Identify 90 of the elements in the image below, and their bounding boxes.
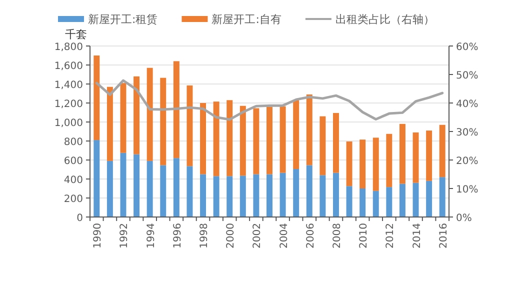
x-tick-label: 2014	[412, 223, 423, 248]
x-tick-label: 2002	[252, 223, 264, 248]
bar	[160, 165, 166, 217]
legend-label: 新屋开工:租赁	[88, 13, 158, 26]
bar	[320, 175, 326, 217]
bar	[412, 182, 419, 217]
x-tick-label: 1996	[172, 223, 184, 248]
bar	[372, 190, 379, 217]
bar	[213, 102, 220, 176]
bar	[360, 140, 366, 188]
x-tick-label: 2000	[226, 223, 237, 248]
bar	[200, 103, 206, 174]
bar	[200, 174, 206, 217]
bar	[412, 132, 419, 183]
x-tick-label: 2008	[332, 223, 343, 248]
bar	[293, 169, 300, 217]
bar	[346, 141, 352, 186]
bar	[240, 176, 246, 217]
y-tick-label: 1,800	[54, 42, 83, 53]
bar	[426, 130, 432, 181]
bar	[386, 187, 392, 217]
bar	[266, 174, 272, 217]
y-tick-label: 800	[64, 137, 83, 148]
bar	[146, 68, 153, 161]
x-tick-label: 2004	[278, 223, 290, 248]
x-tick-label: 1994	[146, 223, 157, 248]
y2-tick-label: 40%	[456, 99, 478, 110]
legend-label: 出租类占比（右轴）	[335, 13, 434, 26]
bar	[280, 106, 286, 173]
bar	[280, 172, 286, 217]
y-tick-label: 600	[64, 156, 83, 167]
bar	[134, 154, 140, 217]
y2-tick-label: 20%	[456, 156, 478, 167]
bar	[332, 112, 339, 173]
y-tick-label: 1,400	[54, 80, 83, 91]
x-tick-label: 1992	[119, 223, 130, 248]
x-tick-label: 2006	[305, 223, 316, 248]
y2-tick-label: 30%	[456, 128, 478, 138]
bar	[399, 184, 406, 217]
bar	[186, 166, 193, 217]
bar	[120, 152, 126, 217]
bar	[266, 106, 272, 174]
bar	[386, 134, 392, 188]
bar	[226, 100, 233, 176]
y2-tick-label: 10%	[456, 184, 478, 196]
y2-tick-label: 50%	[456, 70, 478, 82]
bar	[439, 177, 446, 217]
y-tick-label: 0	[76, 213, 83, 224]
y-tick-label: 200	[64, 194, 83, 205]
y2-tick-label: 0%	[456, 213, 472, 224]
x-tick-label: 2010	[358, 223, 370, 248]
bar	[94, 56, 100, 140]
bar	[293, 100, 300, 170]
bar	[186, 85, 193, 166]
bar	[146, 160, 153, 217]
bar	[360, 188, 366, 217]
y-tick-label: 1,000	[54, 118, 83, 129]
bar	[226, 176, 233, 217]
bar	[372, 138, 379, 191]
bar	[399, 124, 406, 184]
bar	[306, 94, 312, 166]
bar	[332, 172, 339, 217]
bar	[120, 83, 126, 153]
bar	[106, 160, 113, 217]
bar	[106, 86, 113, 161]
bar	[346, 186, 352, 217]
y-tick-label: 1,600	[54, 61, 83, 72]
bar	[439, 124, 446, 178]
x-tick-label: 2012	[385, 223, 396, 248]
y-tick-label: 1,200	[54, 99, 83, 110]
bar	[160, 78, 166, 166]
bar	[253, 108, 260, 174]
x-tick-label: 1990	[92, 223, 104, 248]
x-tick-label: 1998	[199, 223, 210, 248]
line-series	[95, 79, 444, 121]
bar	[426, 180, 432, 217]
bar	[173, 158, 180, 217]
bar	[213, 176, 220, 217]
bar	[253, 174, 260, 217]
x-tick-label: 2016	[438, 223, 450, 248]
bar	[173, 61, 180, 158]
bar	[306, 165, 312, 217]
bar	[320, 116, 326, 176]
bar	[94, 140, 100, 217]
bar	[240, 106, 246, 176]
legend-label: 新屋开工:自有	[212, 13, 282, 26]
y-axis-title: 千套	[65, 28, 87, 41]
bar	[134, 76, 140, 154]
y2-tick-label: 60%	[456, 42, 478, 53]
y-tick-label: 400	[64, 175, 83, 186]
